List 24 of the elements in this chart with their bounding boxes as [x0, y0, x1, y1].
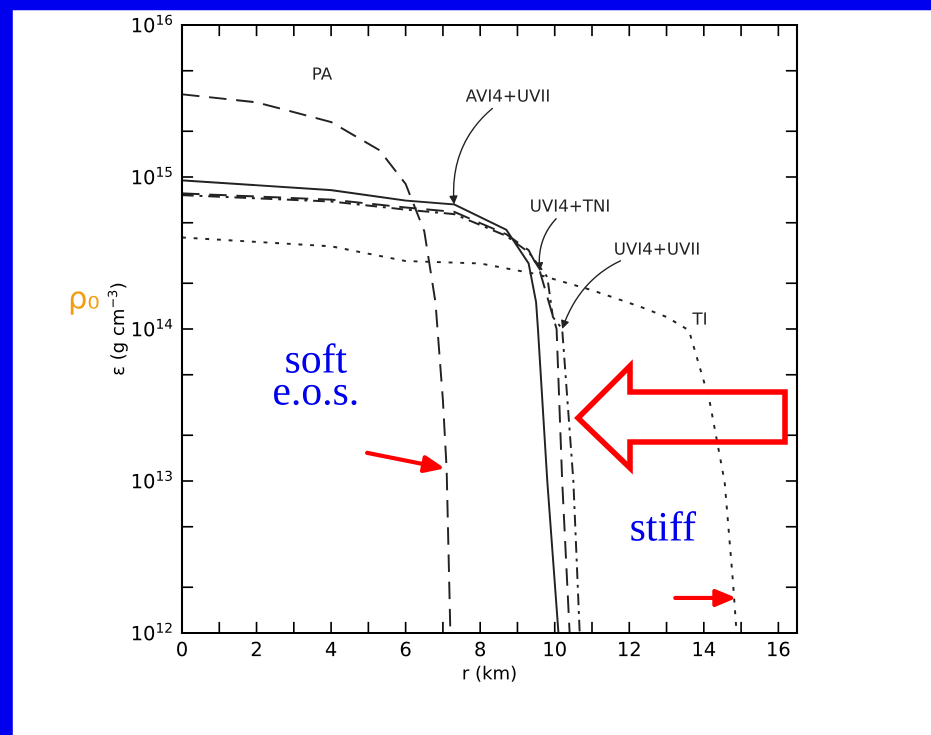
text: ρ₀: [70, 291, 99, 315]
x-tick-label: 4: [326, 642, 336, 656]
x-tick-label: 8: [475, 642, 486, 656]
y-tick-label: 10$^{16}$: [132, 14, 172, 33]
x-tick-label: 6: [400, 642, 411, 656]
x-axis-title: r (km): [463, 666, 516, 682]
annotation: soft e.o.s.: [274, 343, 356, 406]
x-tick-label: 10: [544, 642, 566, 656]
x-tick-label: 2: [252, 642, 261, 656]
y-tick-label: 10$^{12}$: [132, 622, 172, 641]
y-tick-label: 10$^{13}$: [132, 470, 172, 489]
x-tick-label: 0: [177, 642, 187, 656]
y-axis-title: ε (g cm$^{−3}$): [108, 284, 128, 375]
text: AVI4+UVII: [466, 89, 549, 102]
x-tick-label: 12: [619, 642, 640, 656]
x-tick-label: 16: [768, 642, 790, 656]
y-tick-label: 10$^{14}$: [132, 318, 172, 337]
y-tick-label: 10$^{15}$: [132, 166, 172, 185]
series-label: TI: [692, 312, 706, 325]
text: UVI4+UVII: [615, 242, 699, 255]
x-tick-label: 14: [694, 642, 716, 656]
text: PA: [313, 67, 332, 80]
series-label: UVI4+TNI: [531, 199, 609, 212]
annotation: stiff: [631, 511, 696, 541]
